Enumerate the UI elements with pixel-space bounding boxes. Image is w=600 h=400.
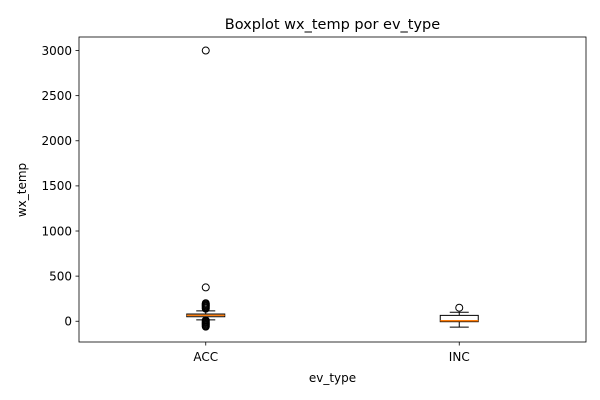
- outlier-point: [201, 46, 210, 55]
- box-group-inc: [439, 303, 479, 328]
- axes: 0 500 1000 1500 2000 2500 3000 ACC INC: [41, 36, 587, 364]
- y-tick-label: 2000: [41, 134, 72, 148]
- x-axis-label: ev_type: [309, 371, 356, 385]
- x-tick-label-inc: INC: [449, 350, 470, 364]
- box-iqr: [439, 314, 479, 323]
- y-tick-label: 500: [49, 269, 72, 283]
- y-tick-label: 2500: [41, 89, 72, 103]
- y-tick-label: 1000: [41, 224, 72, 238]
- box-group-acc: [186, 46, 226, 331]
- plot-area: [186, 46, 479, 331]
- outlier-point: [455, 303, 464, 312]
- outlier-point: [201, 304, 210, 313]
- y-tick-label: 1500: [41, 179, 72, 193]
- x-tick-label-acc: ACC: [193, 350, 218, 364]
- y-tick-label: 3000: [41, 44, 72, 58]
- outlier-point: [201, 322, 210, 331]
- y-tick-label: 0: [64, 315, 72, 329]
- y-axis-label: wx_temp: [15, 163, 29, 217]
- outlier-point: [201, 283, 210, 292]
- chart-title: Boxplot wx_temp por ev_type: [225, 17, 440, 33]
- axes-frame: [78, 36, 587, 343]
